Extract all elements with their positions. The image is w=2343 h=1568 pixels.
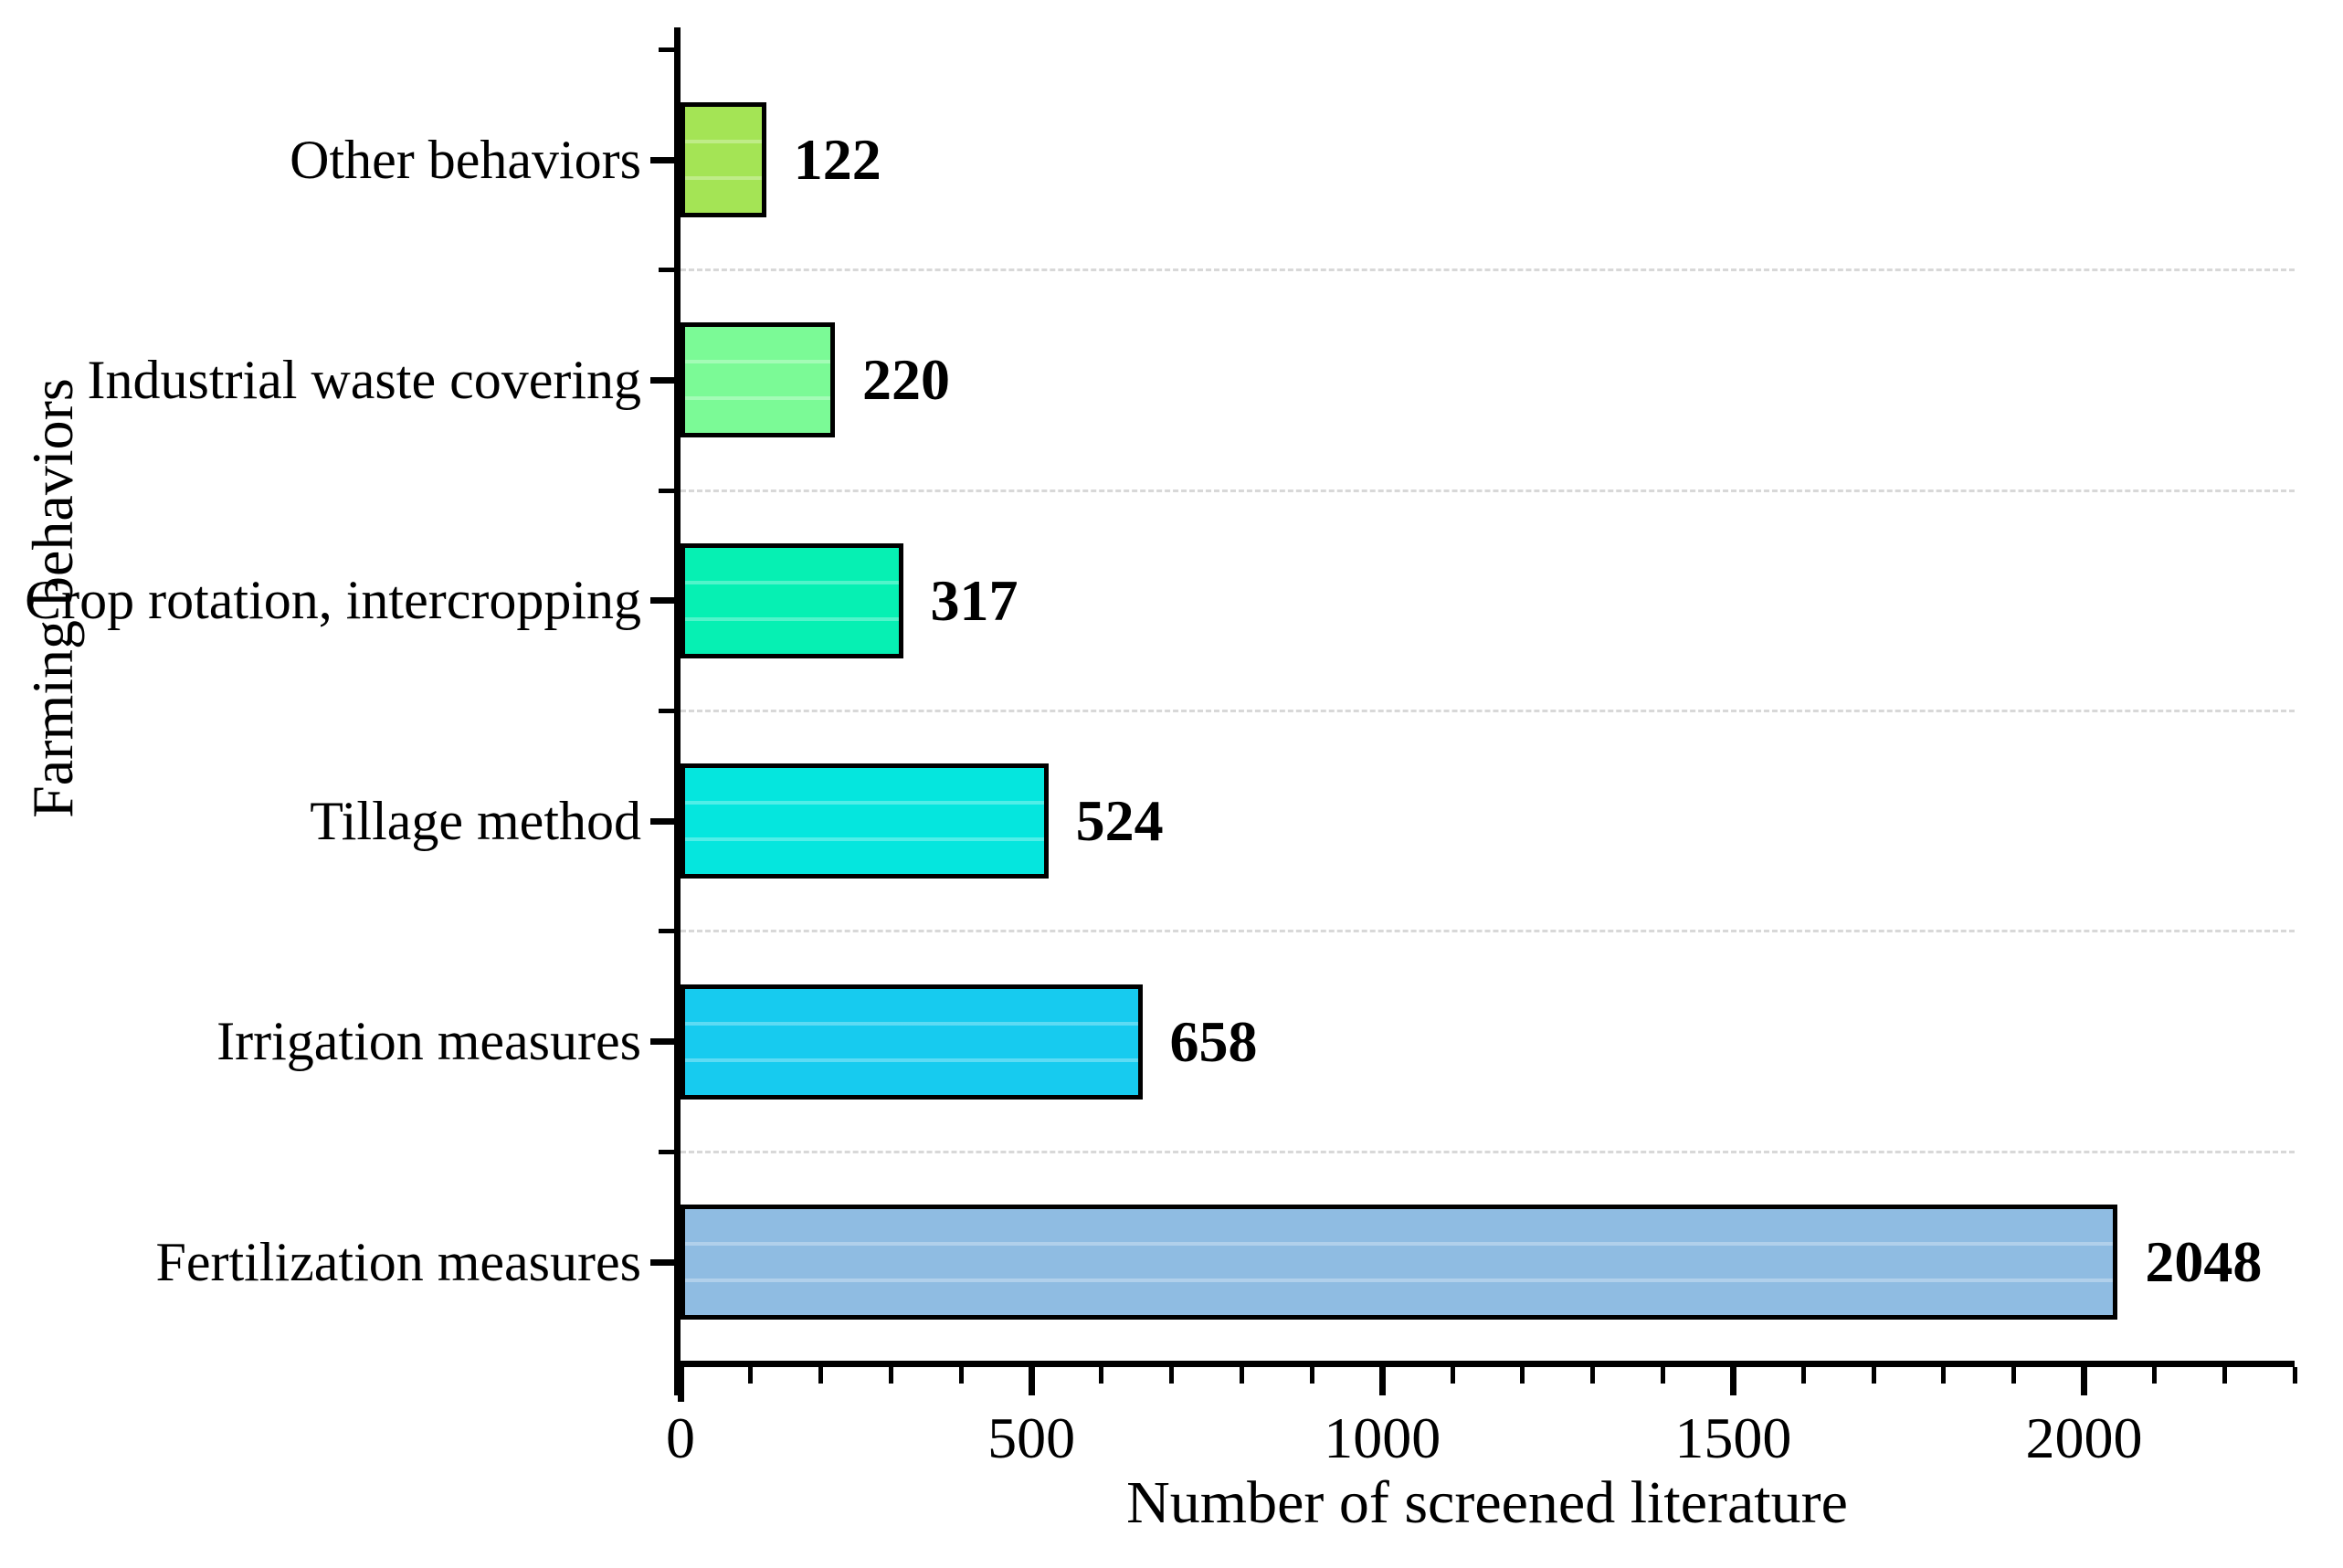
x-tick-minor	[888, 1367, 893, 1384]
y-tick-major	[650, 817, 674, 825]
x-tick-minor	[2222, 1367, 2227, 1384]
x-tick-minor	[1309, 1367, 1314, 1384]
bar-value-label: 658	[1169, 1008, 1258, 1074]
category-label: Fertilization measures	[155, 1231, 641, 1292]
x-tick-minor	[2292, 1367, 2297, 1384]
plot-area: 122 220 317 524 658 2048 0 500 1000 1500 2000	[650, 27, 2297, 1470]
x-tick-minor	[1450, 1367, 1455, 1384]
x-tick-label: 0	[666, 1405, 695, 1470]
x-tick-minor	[818, 1367, 824, 1384]
x-tick-minor	[1099, 1367, 1104, 1384]
x-tick-minor	[1661, 1367, 1666, 1384]
y-axis-line	[674, 27, 681, 1395]
y-tick-minor	[659, 268, 674, 273]
bar	[681, 984, 1143, 1100]
y-tick-major	[650, 1038, 674, 1046]
bar	[681, 102, 766, 217]
category-label: Crop rotation, intercropping	[25, 570, 641, 631]
gridline	[681, 930, 2295, 933]
x-tick-major	[677, 1367, 684, 1402]
gridline	[681, 489, 2295, 492]
bar-value-label: 524	[1075, 788, 1164, 854]
category-label: Other behaviors	[290, 129, 641, 190]
y-tick-minor	[659, 929, 674, 934]
category-label: Irrigation measures	[216, 1011, 641, 1072]
x-axis-title: Number of screened literature	[1126, 1469, 1848, 1536]
x-tick-minor	[1590, 1367, 1596, 1384]
x-tick-minor	[1240, 1367, 1245, 1384]
y-tick-minor	[659, 1149, 674, 1154]
y-tick-major	[650, 597, 674, 605]
gridline	[681, 710, 2295, 712]
y-tick-major	[650, 376, 674, 384]
bar	[681, 1205, 2118, 1320]
bar	[681, 763, 1049, 879]
bar-value-label: 317	[930, 567, 1018, 633]
category-label: Industrial waste covering	[87, 349, 641, 410]
x-tick-minor	[2151, 1367, 2157, 1384]
x-tick-label: 1000	[1324, 1405, 1441, 1470]
bar-value-label: 122	[793, 127, 881, 192]
x-tick-major	[1378, 1367, 1386, 1395]
x-tick-minor	[1871, 1367, 1876, 1384]
x-tick-label: 2000	[2025, 1405, 2143, 1470]
y-tick-minor	[659, 709, 674, 713]
x-tick-label: 1500	[1674, 1405, 1792, 1470]
x-tick-minor	[2011, 1367, 2017, 1384]
y-tick-major	[650, 156, 674, 163]
x-tick-major	[1729, 1367, 1736, 1395]
y-tick-minor	[659, 488, 674, 493]
x-tick-major	[2081, 1367, 2088, 1395]
x-axis-line	[674, 1361, 2295, 1367]
x-tick-minor	[748, 1367, 754, 1384]
x-tick-major	[1028, 1367, 1035, 1395]
x-tick-label: 500	[987, 1405, 1076, 1470]
y-tick-minor	[659, 47, 674, 52]
bar	[681, 542, 903, 658]
x-tick-minor	[1941, 1367, 1947, 1384]
gridline	[681, 268, 2295, 272]
bar-value-label: 220	[862, 347, 951, 413]
x-tick-minor	[1169, 1367, 1175, 1384]
y-tick-major	[650, 1258, 674, 1266]
x-tick-minor	[1800, 1367, 1806, 1384]
bar-value-label: 2048	[2145, 1229, 2263, 1294]
gridline	[681, 1150, 2295, 1153]
category-label: Tillage method	[310, 790, 641, 851]
x-tick-minor	[1520, 1367, 1525, 1384]
bar	[681, 322, 836, 438]
x-tick-minor	[958, 1367, 964, 1384]
